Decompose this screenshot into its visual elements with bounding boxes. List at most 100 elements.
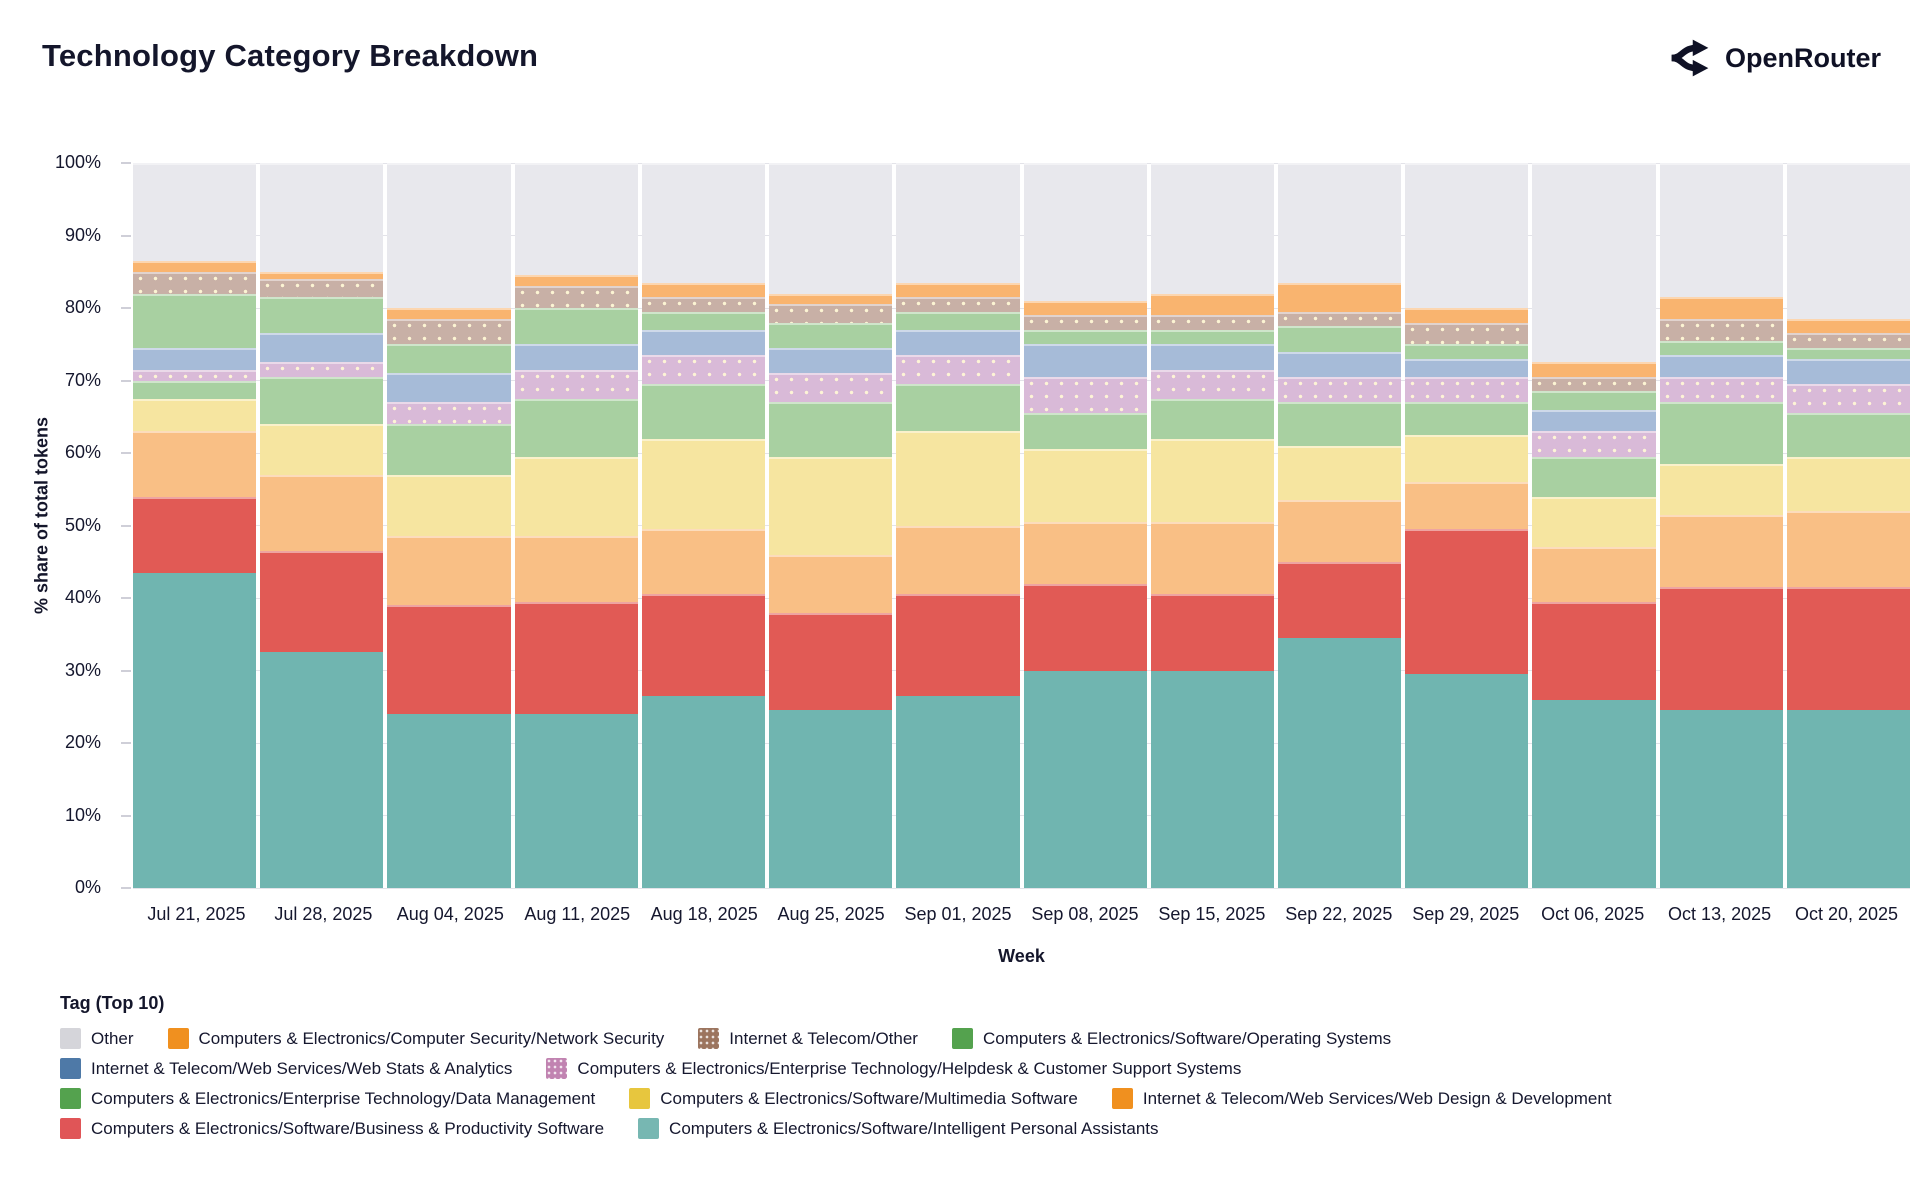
bar-segment-business-productivity[interactable] xyxy=(896,594,1020,696)
bar-segment-web-stats[interactable] xyxy=(133,347,257,370)
bar-segment-other[interactable] xyxy=(1150,163,1274,294)
legend-item-other[interactable]: Other xyxy=(60,1028,134,1049)
bar-segment-operating-systems[interactable] xyxy=(514,308,638,345)
bar-segment-business-productivity[interactable] xyxy=(1532,601,1656,700)
bar-segment-internet-telecom-other[interactable] xyxy=(1659,318,1783,341)
bar-segment-personal-assistants[interactable] xyxy=(1150,670,1274,888)
bar-segment-internet-telecom-other[interactable] xyxy=(260,279,384,298)
bar-segment-business-productivity[interactable] xyxy=(641,594,766,696)
bar-segment-other[interactable] xyxy=(514,163,638,276)
bar-segment-helpdesk[interactable] xyxy=(133,369,257,381)
bar-segment-personal-assistants[interactable] xyxy=(514,714,638,888)
bar-segment-operating-systems[interactable] xyxy=(896,311,1020,330)
bar-segment-personal-assistants[interactable] xyxy=(133,572,257,888)
bar-segment-data-management[interactable] xyxy=(1023,413,1147,450)
bar-segment-web-design[interactable] xyxy=(1150,521,1274,595)
bar-segment-web-stats[interactable] xyxy=(641,329,766,356)
bar-segment-helpdesk[interactable] xyxy=(387,402,511,424)
legend-item-operating-systems[interactable]: Computers & Electronics/Software/Operati… xyxy=(951,1028,1391,1049)
bar-segment-network-security[interactable] xyxy=(769,293,893,305)
bar-segment-other[interactable] xyxy=(896,163,1020,283)
bar-segment-data-management[interactable] xyxy=(1786,413,1911,457)
bar-segment-web-design[interactable] xyxy=(1277,500,1402,562)
bar-segment-business-productivity[interactable] xyxy=(514,601,638,714)
bar-segment-operating-systems[interactable] xyxy=(1277,326,1402,352)
bar-segment-internet-telecom-other[interactable] xyxy=(1023,315,1147,330)
bar-segment-data-management[interactable] xyxy=(1150,398,1274,439)
bar-segment-multimedia[interactable] xyxy=(1532,496,1656,548)
bar-segment-business-productivity[interactable] xyxy=(769,612,893,711)
bar-segment-operating-systems[interactable] xyxy=(769,322,893,348)
bar-segment-personal-assistants[interactable] xyxy=(260,652,384,888)
bar-segment-helpdesk[interactable] xyxy=(1405,376,1529,403)
bar-segment-web-design[interactable] xyxy=(133,431,257,497)
bar-segment-operating-systems[interactable] xyxy=(387,344,511,374)
bar-segment-multimedia[interactable] xyxy=(1023,449,1147,522)
bar-segment-internet-telecom-other[interactable] xyxy=(514,286,638,308)
legend-item-personal-assistants[interactable]: Computers & Electronics/Software/Intelli… xyxy=(638,1118,1159,1139)
bar-segment-network-security[interactable] xyxy=(1150,293,1274,316)
legend-item-helpdesk[interactable]: Computers & Electronics/Enterprise Techn… xyxy=(546,1058,1241,1079)
bar-segment-operating-systems[interactable] xyxy=(133,293,257,348)
bar-segment-helpdesk[interactable] xyxy=(514,369,638,399)
bar-segment-data-management[interactable] xyxy=(1405,402,1529,435)
bar-segment-operating-systems[interactable] xyxy=(1023,329,1147,345)
bar-segment-internet-telecom-other[interactable] xyxy=(387,318,511,345)
bar-segment-multimedia[interactable] xyxy=(387,474,511,537)
bar-segment-data-management[interactable] xyxy=(769,402,893,457)
bar-segment-network-security[interactable] xyxy=(641,282,766,298)
bar-segment-data-management[interactable] xyxy=(896,384,1020,432)
bar-segment-web-design[interactable] xyxy=(387,536,511,606)
bar-segment-business-productivity[interactable] xyxy=(1277,561,1402,638)
bar-segment-multimedia[interactable] xyxy=(896,431,1020,526)
bar-segment-multimedia[interactable] xyxy=(1150,438,1274,522)
bar-segment-internet-telecom-other[interactable] xyxy=(1786,333,1911,348)
bar-segment-business-productivity[interactable] xyxy=(1023,583,1147,671)
bar-segment-personal-assistants[interactable] xyxy=(1532,699,1656,888)
legend-item-data-management[interactable]: Computers & Electronics/Enterprise Techn… xyxy=(60,1088,595,1109)
bar-segment-web-stats[interactable] xyxy=(896,329,1020,356)
bar-segment-multimedia[interactable] xyxy=(641,438,766,530)
bar-segment-internet-telecom-other[interactable] xyxy=(641,297,766,312)
bar-segment-personal-assistants[interactable] xyxy=(1659,710,1783,888)
bar-segment-other[interactable] xyxy=(1023,163,1147,301)
legend-item-web-design[interactable]: Internet & Telecom/Web Services/Web Desi… xyxy=(1111,1088,1612,1109)
bar-segment-business-productivity[interactable] xyxy=(1405,529,1529,675)
bar-segment-web-stats[interactable] xyxy=(1150,344,1274,370)
bar-segment-web-design[interactable] xyxy=(1532,547,1656,602)
bar-segment-business-productivity[interactable] xyxy=(260,550,384,653)
bar-segment-web-design[interactable] xyxy=(1023,521,1147,584)
bar-segment-web-stats[interactable] xyxy=(1532,409,1656,432)
bar-segment-network-security[interactable] xyxy=(1023,300,1147,316)
bar-segment-web-stats[interactable] xyxy=(769,347,893,374)
bar-segment-internet-telecom-other[interactable] xyxy=(1277,311,1402,327)
bar-segment-operating-systems[interactable] xyxy=(641,311,766,330)
bar-segment-data-management[interactable] xyxy=(514,398,638,457)
legend-item-business-productivity[interactable]: Computers & Electronics/Software/Busines… xyxy=(60,1118,604,1139)
bar-segment-multimedia[interactable] xyxy=(133,398,257,432)
legend-item-multimedia[interactable]: Computers & Electronics/Software/Multime… xyxy=(629,1088,1078,1109)
bar-segment-data-management[interactable] xyxy=(1532,456,1656,497)
legend-item-web-stats[interactable]: Internet & Telecom/Web Services/Web Stat… xyxy=(60,1058,512,1079)
bar-segment-helpdesk[interactable] xyxy=(1532,431,1656,457)
bar-segment-operating-systems[interactable] xyxy=(1659,340,1783,356)
bar-segment-web-stats[interactable] xyxy=(1277,351,1402,377)
bar-segment-internet-telecom-other[interactable] xyxy=(133,271,257,294)
bar-segment-other[interactable] xyxy=(1786,163,1911,319)
bar-segment-business-productivity[interactable] xyxy=(1786,587,1911,711)
bar-segment-operating-systems[interactable] xyxy=(1532,391,1656,410)
bar-segment-multimedia[interactable] xyxy=(1659,463,1783,515)
bar-segment-internet-telecom-other[interactable] xyxy=(1532,376,1656,392)
bar-segment-helpdesk[interactable] xyxy=(1786,384,1911,414)
bar-segment-personal-assistants[interactable] xyxy=(641,695,766,888)
bar-segment-other[interactable] xyxy=(1277,163,1402,283)
bar-segment-business-productivity[interactable] xyxy=(1150,594,1274,671)
bar-segment-web-stats[interactable] xyxy=(1405,358,1529,377)
bar-segment-web-stats[interactable] xyxy=(1786,358,1911,385)
bar-segment-other[interactable] xyxy=(641,163,766,283)
bar-segment-personal-assistants[interactable] xyxy=(896,695,1020,888)
bar-segment-personal-assistants[interactable] xyxy=(1405,674,1529,888)
bar-segment-helpdesk[interactable] xyxy=(260,362,384,377)
bar-segment-personal-assistants[interactable] xyxy=(1023,670,1147,888)
bar-segment-operating-systems[interactable] xyxy=(260,297,384,334)
